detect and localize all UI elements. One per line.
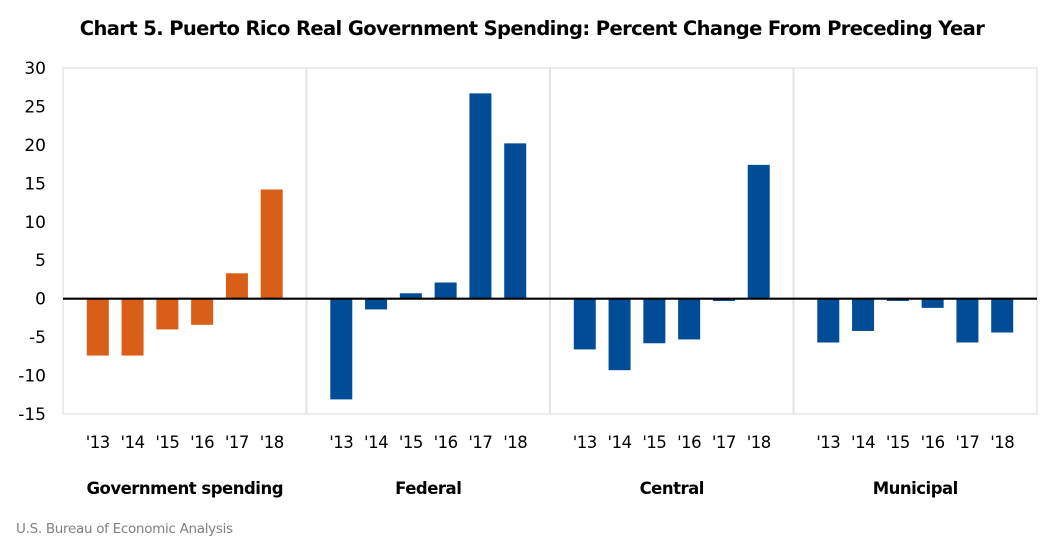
panel-label: Municipal [873,479,958,498]
y-tick-label: -5 [29,328,46,348]
x-tick-label: '18 [503,433,527,452]
bar [86,298,109,356]
x-tick-label: '13 [86,433,110,452]
x-tick-label: '18 [260,433,284,452]
panel-label: Federal [395,479,461,498]
x-tick-label: '16 [921,433,945,452]
x-tick-label: '18 [747,433,771,452]
x-tick-label: '13 [329,433,353,452]
bar [817,298,840,343]
chart-title: Chart 5. Puerto Rico Real Government Spe… [80,17,985,40]
x-tick-label: '14 [121,433,145,452]
bar [399,293,422,299]
bar [121,298,144,356]
panel-central: '13 '14 '15 '16 '17 '18 Central [573,164,771,498]
x-tick-label: '15 [155,433,179,452]
bar [330,298,353,400]
x-tick-label: '14 [364,433,388,452]
y-tick-label: 15 [24,174,46,194]
panel-label: Central [640,479,704,498]
x-tick-label: '16 [434,433,458,452]
y-tick-label: 0 [35,290,46,310]
y-tick-label: 5 [35,251,46,271]
y-tick-label: 10 [24,213,46,233]
x-tick-label: '16 [677,433,701,452]
panel-municipal: '13 '14 '15 '16 '17 '18 Municipal [816,298,1015,498]
x-tick-label: '17 [468,433,492,452]
source-note: U.S. Bureau of Economic Analysis [16,521,233,537]
bar [956,298,979,343]
panel-label: Government spending [86,479,283,498]
bar [921,298,944,308]
x-tick-label: '13 [816,433,840,452]
y-tick-label: -10 [18,367,46,387]
bar [504,143,527,299]
bar [678,298,701,340]
bar [469,93,492,299]
x-tick-label: '17 [225,433,249,452]
panel-federal: '13 '14 '15 '16 '17 '18 Federal [329,93,528,498]
bar [886,298,909,301]
y-tick-label: 20 [24,136,46,156]
x-tick-label: '15 [642,433,666,452]
x-tick-label: '14 [608,433,632,452]
y-axis: 30 25 20 15 10 5 0 -5 -10 -15 [18,59,46,425]
bar [434,282,457,299]
y-tick-label: 30 [24,59,46,79]
bar [991,298,1014,333]
y-tick-label: -15 [18,405,46,425]
plot-frame [62,67,1038,415]
bar [365,298,388,310]
x-tick-label: '18 [990,433,1014,452]
bar [712,298,735,301]
bar [608,298,631,371]
bar [225,273,248,299]
x-tick-label: '13 [573,433,597,452]
x-tick-label: '15 [399,433,423,452]
bar [643,298,666,344]
bar [191,298,214,325]
bar [260,189,283,299]
x-tick-label: '14 [851,433,875,452]
bar [156,298,179,330]
x-tick-label: '17 [712,433,736,452]
x-tick-label: '17 [955,433,979,452]
bar [852,298,875,331]
x-tick-label: '15 [886,433,910,452]
bar [573,298,596,350]
y-tick-label: 25 [24,97,46,117]
panel-government-spending: '13 '14 '15 '16 '17 '18 Government spending [86,189,284,498]
bar [747,164,770,299]
x-tick-label: '16 [190,433,214,452]
